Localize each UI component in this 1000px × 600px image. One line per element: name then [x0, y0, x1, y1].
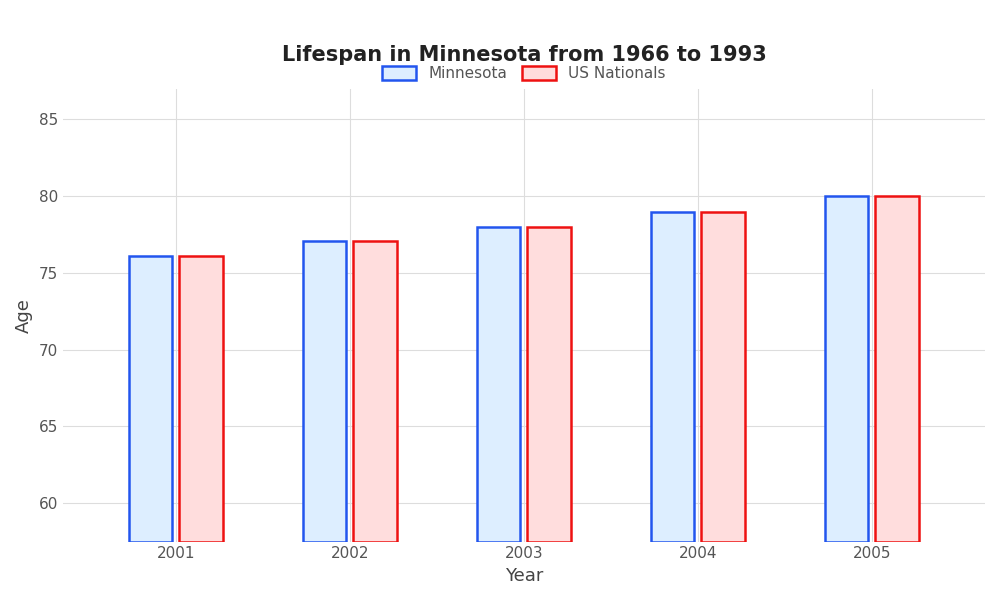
Bar: [129, 256, 172, 542]
Bar: [527, 227, 571, 542]
Y-axis label: Age: Age: [15, 298, 33, 332]
Bar: [651, 212, 694, 542]
Bar: [825, 196, 868, 542]
Bar: [477, 227, 520, 542]
Bar: [701, 212, 745, 542]
X-axis label: Year: Year: [505, 567, 543, 585]
Legend: Minnesota, US Nationals: Minnesota, US Nationals: [376, 60, 672, 88]
Bar: [179, 256, 223, 542]
Title: Lifespan in Minnesota from 1966 to 1993: Lifespan in Minnesota from 1966 to 1993: [282, 45, 766, 65]
Bar: [303, 241, 346, 542]
Bar: [875, 196, 919, 542]
Bar: [353, 241, 397, 542]
